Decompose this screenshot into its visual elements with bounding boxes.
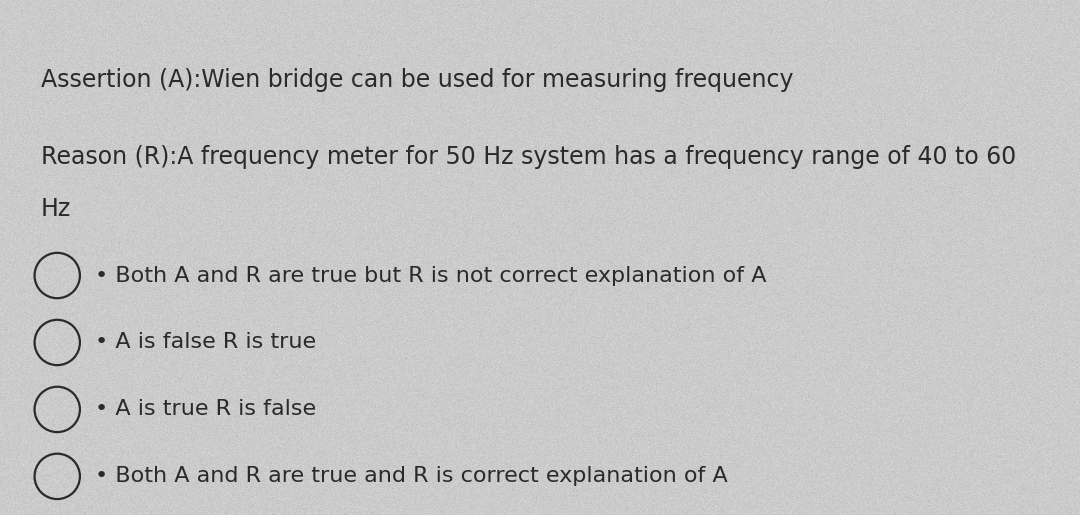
- Text: • Both A and R are true but R is not correct explanation of A: • Both A and R are true but R is not cor…: [95, 266, 767, 285]
- Text: • Both A and R are true and R is correct explanation of A: • Both A and R are true and R is correct…: [95, 467, 728, 486]
- Text: • A is false R is true: • A is false R is true: [95, 333, 316, 352]
- Text: • A is true R is false: • A is true R is false: [95, 400, 316, 419]
- Text: Reason (R):A frequency meter for 50 Hz system has a frequency range of 40 to 60: Reason (R):A frequency meter for 50 Hz s…: [41, 145, 1016, 169]
- Text: Assertion (A):Wien bridge can be used for measuring frequency: Assertion (A):Wien bridge can be used fo…: [41, 68, 794, 92]
- Text: Hz: Hz: [41, 197, 71, 220]
